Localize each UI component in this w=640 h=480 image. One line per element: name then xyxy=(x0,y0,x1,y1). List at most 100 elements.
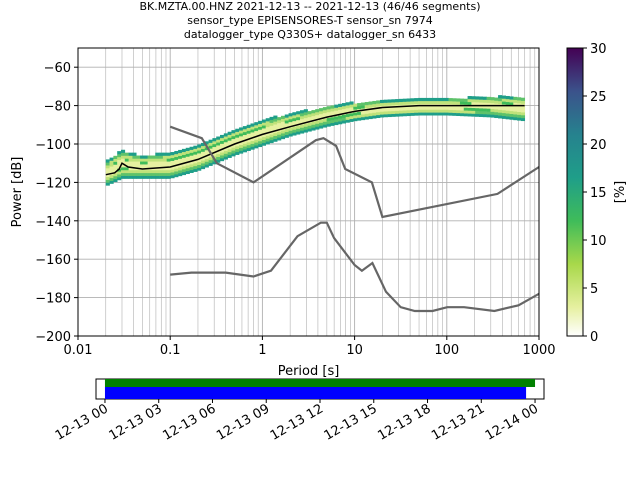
ppsd-cell xyxy=(147,169,152,174)
ppsd-cell xyxy=(174,171,179,175)
ppsd-cell xyxy=(425,112,430,116)
ppsd-cell xyxy=(440,109,446,113)
ppsd-cell xyxy=(143,169,148,174)
ppsd-cell xyxy=(178,158,183,162)
coverage-bar-blue xyxy=(104,387,527,399)
ppsd-cell xyxy=(280,115,286,119)
ppsd-cell xyxy=(452,98,457,102)
ppsd-cell xyxy=(120,152,126,156)
ppsd-cell xyxy=(105,182,110,186)
ppsd-cell xyxy=(250,137,255,142)
ppsd-cell xyxy=(307,128,312,132)
mean-line xyxy=(105,104,525,176)
colorbar-tick-label: 10 xyxy=(590,234,607,249)
ppsd-cell xyxy=(242,134,247,138)
ppsd-cell xyxy=(418,109,423,113)
ppsd-cell xyxy=(155,164,160,168)
ppsd-cell xyxy=(277,122,282,127)
ppsd-cell xyxy=(322,124,327,128)
ppsd-cell xyxy=(345,119,350,123)
ppsd-cell xyxy=(227,137,232,141)
ppsd-cell xyxy=(113,161,118,165)
ppsd-cell xyxy=(174,156,179,160)
ppsd-cell xyxy=(482,96,487,100)
ppsd-cell xyxy=(174,159,179,163)
ppsd-cell xyxy=(334,121,339,126)
ppsd-cell xyxy=(517,100,522,104)
ppsd-cell xyxy=(159,161,164,165)
ppsd-cell xyxy=(227,146,232,150)
ppsd-cell xyxy=(520,106,526,110)
ppsd-cell xyxy=(246,144,251,149)
ppsd-cell xyxy=(486,105,491,109)
colorbar-tick-label: 5 xyxy=(590,282,598,297)
ppsd-cell xyxy=(258,135,263,139)
colorbar-label: [%] xyxy=(613,181,628,204)
colorbar-tick-label: 15 xyxy=(590,186,607,201)
ppsd-cell xyxy=(379,111,385,115)
x-axis-label: Period [s] xyxy=(278,364,340,379)
ppsd-cell xyxy=(220,137,225,141)
ppsd-cell xyxy=(105,159,110,163)
ppsd-cell xyxy=(448,98,453,102)
plot-frame xyxy=(77,47,540,337)
ppsd-cell xyxy=(296,119,301,124)
ppsd-cell xyxy=(117,168,122,172)
ppsd-cell xyxy=(185,167,190,172)
ppsd-cell xyxy=(490,105,495,109)
ppsd-cell xyxy=(124,152,129,156)
ppsd-cell xyxy=(452,106,457,111)
ppsd-cell xyxy=(479,108,484,112)
ppsd-cell xyxy=(223,133,228,137)
ppsd-cell xyxy=(494,109,499,113)
ppsd-cell xyxy=(505,98,510,103)
ppsd-cell xyxy=(136,155,141,159)
ppsd-cell xyxy=(326,120,331,124)
ppsd-cell xyxy=(341,114,347,118)
ppsd-cell xyxy=(501,98,506,102)
ppsd-cell xyxy=(159,175,164,179)
ppsd-cell xyxy=(296,111,301,115)
ppsd-cell xyxy=(364,104,369,109)
ppsd-cell xyxy=(517,108,522,112)
ppsd-cell xyxy=(261,133,267,138)
ppsd-cell xyxy=(319,113,324,118)
ppsd-cell xyxy=(471,110,476,114)
ppsd-cell xyxy=(151,169,156,174)
ppsd-cell xyxy=(120,164,126,168)
ppsd-cell xyxy=(421,106,426,110)
coverage-tick-label: 12-13 21 xyxy=(429,401,487,443)
ppsd-cell xyxy=(296,114,301,118)
ppsd-cell xyxy=(280,124,286,128)
y-tick-label: −200 xyxy=(35,330,71,345)
ppsd-cell xyxy=(300,124,305,128)
ppsd-cell xyxy=(517,111,522,115)
ppsd-cell xyxy=(303,126,308,130)
ppsd-cell xyxy=(284,120,289,124)
ppsd-cell xyxy=(242,126,247,130)
ppsd-cell xyxy=(330,111,335,115)
ppsd-cell xyxy=(429,109,434,113)
ppsd-cell xyxy=(239,147,244,151)
ppsd-cell xyxy=(517,103,522,107)
ppsd-cell xyxy=(456,112,461,116)
ppsd-cell xyxy=(410,101,415,105)
coverage-tick-label: 12-13 18 xyxy=(375,401,433,443)
ppsd-cell xyxy=(128,152,133,156)
ppsd-cell xyxy=(387,110,392,115)
ppsd-cell xyxy=(120,175,126,179)
coverage-tick-label: 12-13 15 xyxy=(322,401,380,443)
ppsd-cell xyxy=(117,177,122,181)
ppsd-cell xyxy=(387,102,392,106)
ppsd-cell xyxy=(280,118,286,122)
ppsd-cell xyxy=(372,112,377,116)
ppsd-cell xyxy=(109,166,114,170)
ppsd-cell xyxy=(452,109,457,113)
ppsd-cell xyxy=(368,101,373,105)
ppsd-cell xyxy=(136,164,141,168)
ppsd-cell xyxy=(140,161,145,165)
ppsd-cell xyxy=(288,133,293,137)
grid-lines xyxy=(77,48,539,337)
ppsd-cell xyxy=(178,155,183,159)
ppsd-cell xyxy=(239,127,244,131)
